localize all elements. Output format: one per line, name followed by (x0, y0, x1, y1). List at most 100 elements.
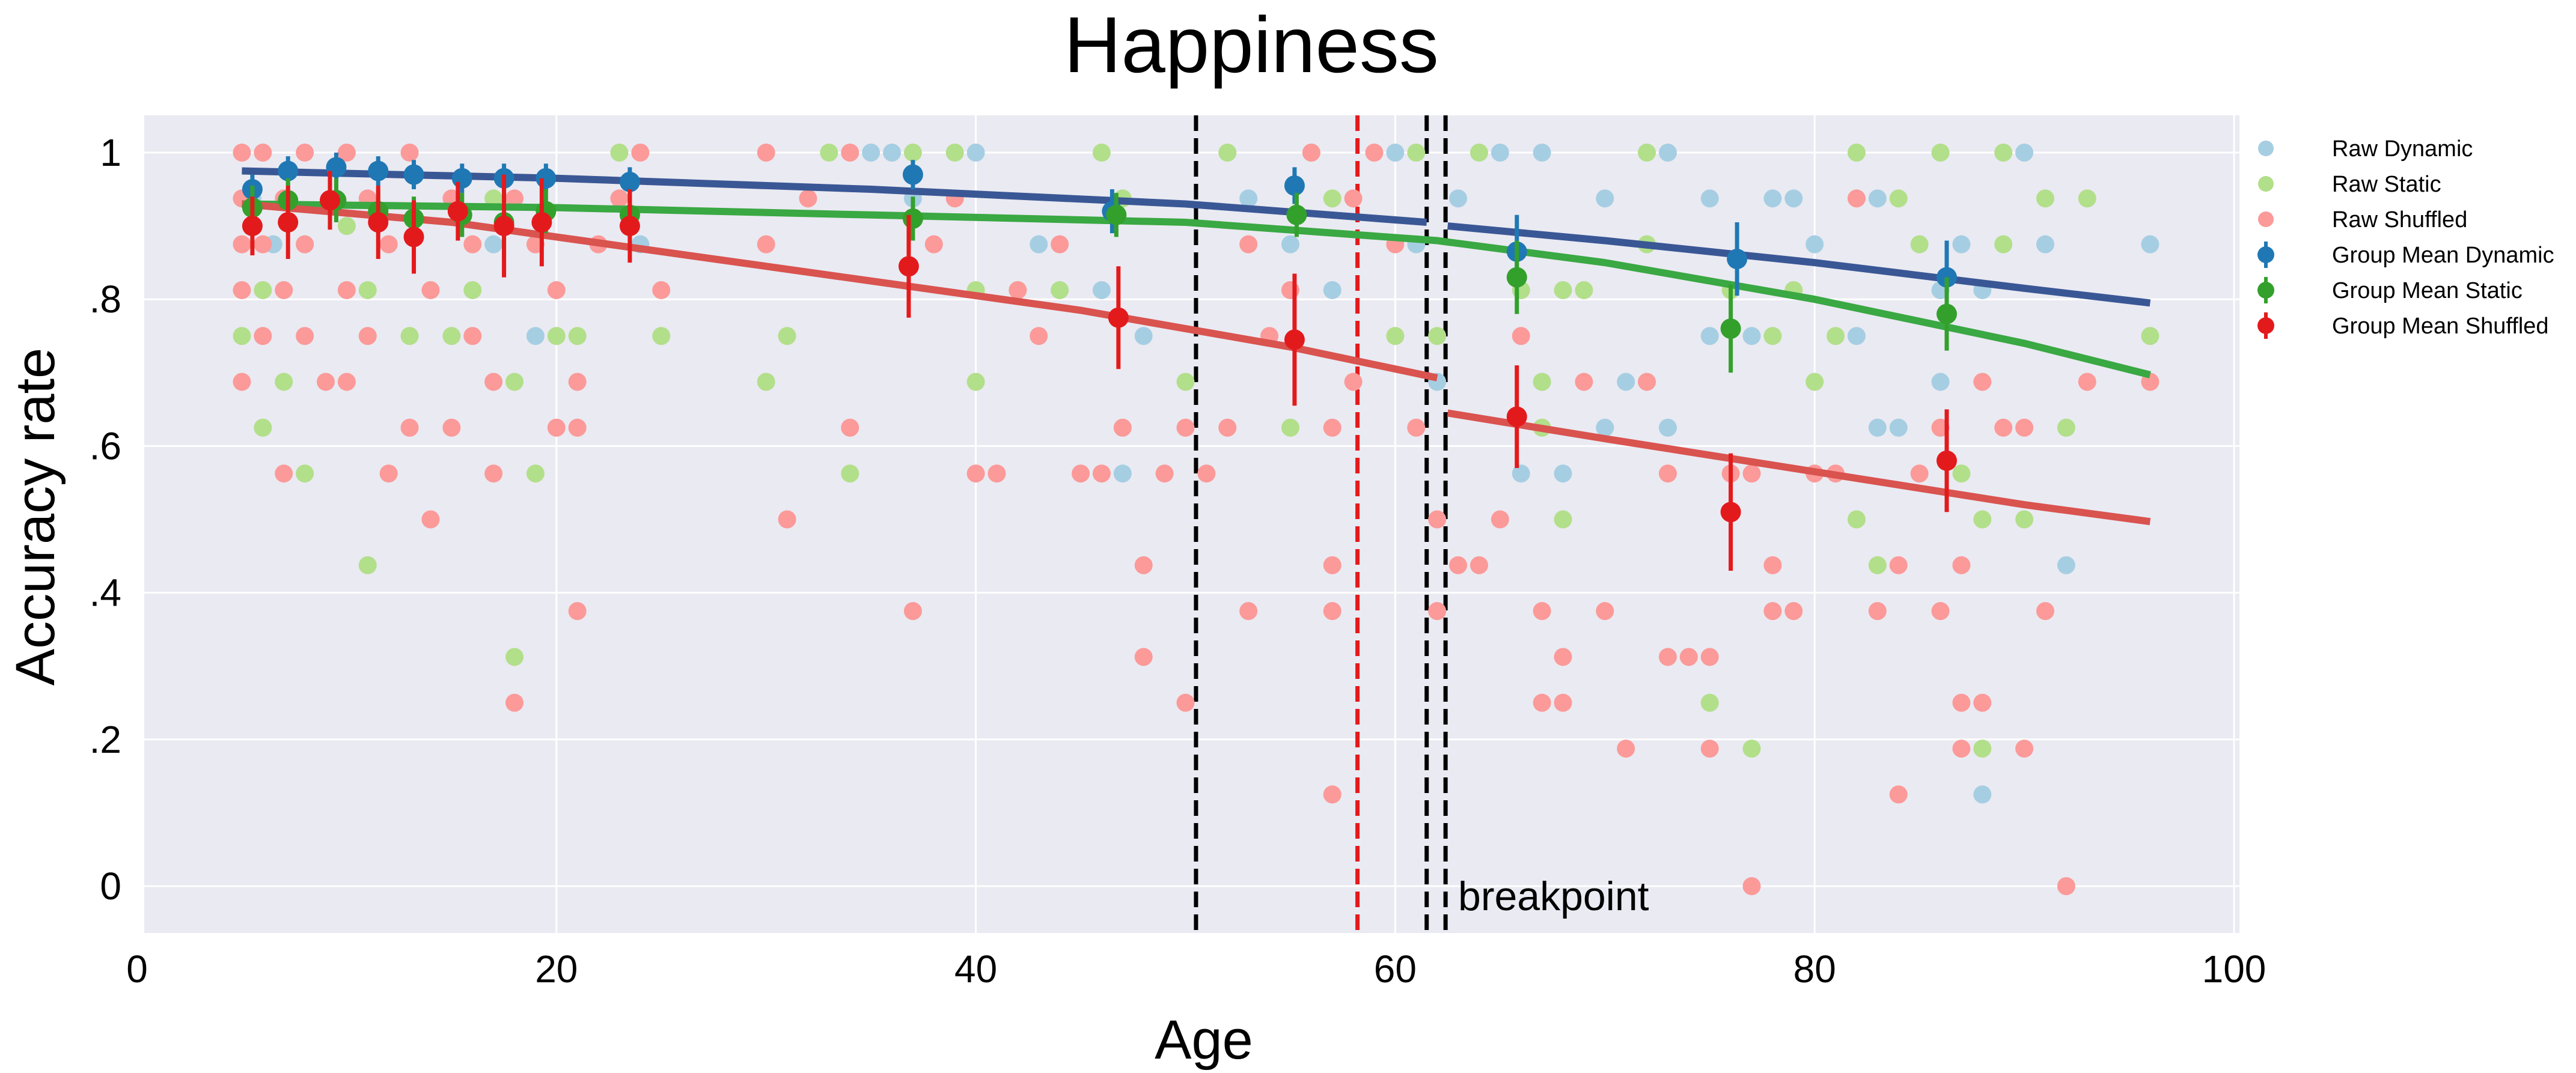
raw-point (966, 464, 985, 483)
raw-point (442, 327, 461, 345)
breakpoint-annotation: breakpoint (1458, 874, 1649, 919)
group-mean-point (278, 160, 299, 181)
raw-point (358, 281, 377, 299)
raw-point (337, 217, 356, 236)
raw-point (233, 281, 251, 299)
legend-entry: Raw Static (2258, 172, 2441, 197)
fit-line (1447, 409, 2151, 526)
raw-point (1700, 327, 1719, 345)
raw-point (275, 281, 293, 299)
raw-point (1889, 556, 1908, 574)
raw-point (1176, 693, 1195, 712)
fit-line (242, 167, 1427, 226)
raw-point (1575, 372, 1593, 391)
raw-point (337, 372, 356, 391)
raw-point (1407, 144, 1426, 162)
group-mean-point (898, 256, 919, 277)
raw-point (841, 464, 859, 483)
group-mean-point (536, 168, 557, 189)
raw-point (1889, 785, 1908, 804)
raw-point (1617, 372, 1635, 391)
raw-point (1952, 740, 1971, 758)
group-mean-point (319, 190, 340, 211)
raw-point (233, 235, 251, 254)
group-mean-point (403, 226, 424, 248)
raw-point (1847, 144, 1866, 162)
raw-point (1973, 510, 1992, 529)
raw-point (2036, 235, 2054, 254)
raw-point (757, 144, 775, 162)
group-mean-point (902, 208, 923, 229)
raw-point (1554, 693, 1572, 712)
raw-point (1449, 189, 1468, 208)
raw-point (1868, 418, 1887, 437)
raw-point (254, 144, 272, 162)
legend-label: Group Mean Shuffled (2332, 314, 2549, 339)
raw-point (1554, 464, 1572, 483)
raw-point (2015, 510, 2034, 529)
y-tick-label: .6 (90, 424, 121, 467)
raw-point (233, 327, 251, 345)
raw-point (610, 144, 629, 162)
legend-marker (2257, 246, 2274, 263)
raw-point (1239, 189, 1258, 208)
raw-point (1072, 464, 1090, 483)
raw-point (1763, 327, 1782, 345)
raw-point (1700, 189, 1719, 208)
legend-marker (2257, 317, 2274, 334)
raw-point (631, 144, 650, 162)
raw-point (400, 418, 419, 437)
raw-point (1239, 235, 1258, 254)
legend-marker (2258, 176, 2274, 192)
raw-point (547, 281, 566, 299)
raw-point (1973, 693, 1992, 712)
raw-point (296, 235, 314, 254)
raw-point (1176, 372, 1195, 391)
raw-point (442, 418, 461, 437)
x-tick-label: 40 (954, 947, 997, 991)
raw-point (254, 418, 272, 437)
raw-point (484, 189, 503, 208)
raw-point (1491, 510, 1509, 529)
raw-point (1554, 648, 1572, 666)
raw-point (966, 372, 985, 391)
group-mean-point (368, 211, 389, 233)
raw-point (1973, 372, 1992, 391)
raw-point (1994, 418, 2013, 437)
x-ticks: 0 20 40 60 80 100 (126, 947, 2266, 991)
raw-point (652, 327, 671, 345)
raw-point (400, 327, 419, 345)
raw-point (610, 189, 629, 208)
raw-point (2141, 327, 2159, 345)
raw-point (484, 372, 503, 391)
raw-point (1868, 189, 1887, 208)
group-mean-point (1106, 204, 1127, 225)
raw-point (1218, 144, 1237, 162)
raw-point (1113, 418, 1132, 437)
group-mean-point (531, 211, 552, 233)
raw-point (1658, 464, 1677, 483)
raw-point (778, 327, 796, 345)
raw-point (1386, 144, 1405, 162)
raw-point (1239, 602, 1258, 621)
raw-point (1742, 464, 1761, 483)
raw-point (547, 327, 566, 345)
raw-point (1742, 877, 1761, 895)
raw-point (1323, 556, 1341, 574)
raw-point (1952, 464, 1971, 483)
raw-point (1554, 281, 1572, 299)
y-tick-label: .4 (90, 571, 121, 615)
x-tick-label: 0 (126, 947, 148, 991)
raw-point (1700, 648, 1719, 666)
raw-point (1805, 235, 1824, 254)
raw-point (1092, 281, 1111, 299)
raw-point (1847, 327, 1866, 345)
raw-point (1931, 372, 1950, 391)
raw-point (526, 327, 545, 345)
raw-point (568, 327, 587, 345)
raw-point (296, 144, 314, 162)
raw-point (254, 235, 272, 254)
raw-point (1512, 464, 1530, 483)
raw-point (1134, 556, 1153, 574)
raw-point (1575, 281, 1593, 299)
